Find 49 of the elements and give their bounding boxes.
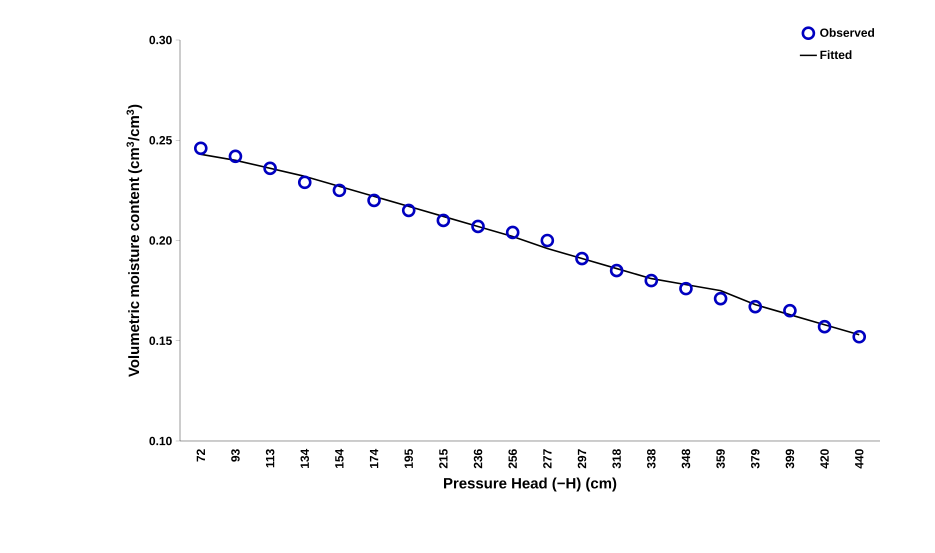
x-tick-label: 359 xyxy=(716,449,725,468)
point xyxy=(714,292,728,306)
point xyxy=(194,141,208,156)
point xyxy=(263,162,277,176)
point xyxy=(852,330,866,344)
y-tick-label: 0.20 xyxy=(149,236,172,245)
point xyxy=(471,220,485,234)
point xyxy=(644,274,658,288)
x-tick-label: 297 xyxy=(578,449,586,468)
x-tick-label: 72 xyxy=(196,449,205,462)
y-tick-label: 0.10 xyxy=(149,436,172,446)
point xyxy=(679,282,693,296)
point xyxy=(436,214,450,228)
point xyxy=(540,234,554,248)
point xyxy=(228,149,242,164)
point xyxy=(610,264,624,278)
x-tick-label: 318 xyxy=(612,449,621,468)
x-tick-label: 379 xyxy=(751,449,760,468)
x-tick-label: 420 xyxy=(820,449,829,469)
x-tick-label: 256 xyxy=(508,449,517,468)
x-tick-label: 195 xyxy=(404,449,413,468)
x-tick-label: 348 xyxy=(682,449,690,468)
x-tick-label: 154 xyxy=(335,448,344,468)
x-tick-label: 113 xyxy=(266,449,274,468)
point xyxy=(748,300,762,314)
point xyxy=(402,204,416,218)
point xyxy=(506,226,520,240)
y-tick-label: 0.30 xyxy=(149,36,172,44)
x-tick-label: 134 xyxy=(300,448,310,468)
x-axis-title: Pressure Head (−H) (cm) xyxy=(444,478,616,492)
point xyxy=(332,184,346,198)
x-tick-label: 277 xyxy=(543,449,552,468)
y-tick-label: 0.15 xyxy=(149,336,172,345)
legend-label: Observed xyxy=(820,28,874,37)
x-tick-label: 174 xyxy=(370,448,378,468)
legend-label: Fitted xyxy=(820,50,852,60)
x-tick-label: 215 xyxy=(439,449,448,468)
x-tick-label: 440 xyxy=(854,449,864,469)
point xyxy=(783,304,797,318)
x-tick-label: 93 xyxy=(231,449,240,462)
point xyxy=(818,320,832,334)
y-axis-title: Volumetric moisture content (cm$^{3}$/cm$^{3}$) xyxy=(126,104,142,377)
x-tick-label: 399 xyxy=(786,449,794,468)
point xyxy=(298,176,312,190)
x-tick-label: 236 xyxy=(474,449,482,468)
y-tick-label: 0.25 xyxy=(149,136,172,144)
point xyxy=(367,194,381,208)
x-tick-label: 338 xyxy=(647,449,656,468)
point xyxy=(575,252,589,266)
